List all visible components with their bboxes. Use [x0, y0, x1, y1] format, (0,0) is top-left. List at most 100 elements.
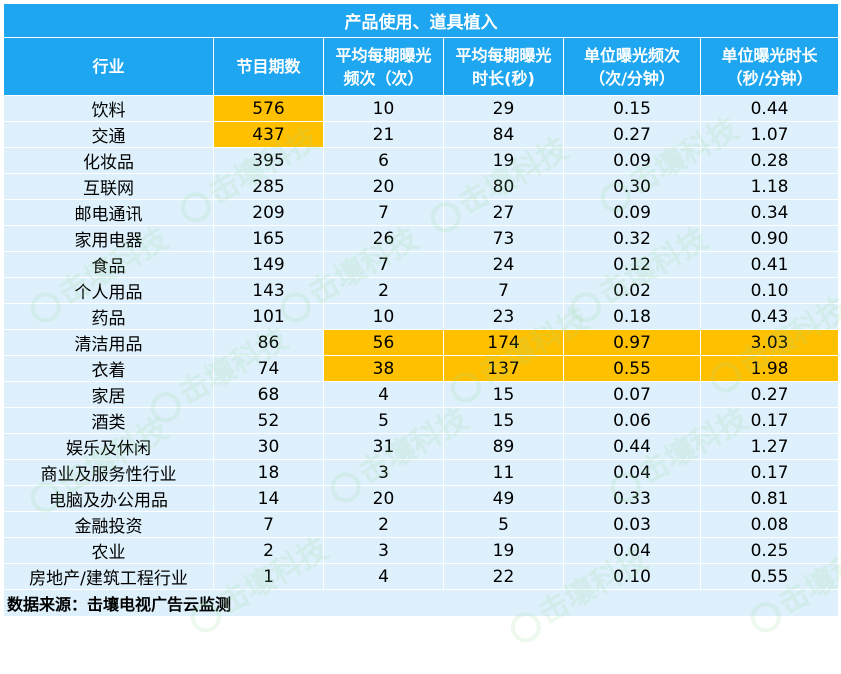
avg-frequency-cell: 38 [323, 355, 444, 382]
episodes-cell: 395 [213, 147, 324, 174]
avg-frequency-cell: 4 [323, 563, 444, 590]
unit-duration-cell: 0.90 [699, 225, 840, 252]
industry-cell: 邮电通讯 [3, 199, 214, 226]
episodes-cell: 86 [213, 329, 324, 356]
table-body: 饮料 576 10 29 0.15 0.44 交通 437 21 84 0.27 1.07 化妆品 395… [3, 95, 840, 590]
col-header-unit-frequency: 单位曝光频次 （次/分钟） [563, 37, 701, 96]
avg-duration-cell: 137 [443, 355, 564, 382]
header-line: 单位曝光频次 [583, 45, 680, 65]
header-line: 单位曝光时长 [721, 45, 818, 65]
episodes-cell: 7 [213, 511, 324, 538]
industry-cell: 商业及服务性行业 [3, 459, 214, 486]
unit-duration-cell: 0.17 [699, 407, 840, 434]
table-row: 药品 101 10 23 0.18 0.43 [3, 303, 840, 330]
avg-duration-cell: 84 [443, 121, 564, 148]
industry-exposure-table: 产品使用、道具植入 行业 节目期数 平均每期曝光 频次（次） 平均每期曝光 时长(秒) 单位… [2, 3, 840, 617]
industry-cell: 食品 [3, 251, 214, 278]
unit-duration-cell: 0.27 [699, 381, 840, 408]
unit-frequency-cell: 0.10 [563, 563, 701, 590]
avg-frequency-cell: 2 [323, 511, 444, 538]
episodes-cell: 149 [213, 251, 324, 278]
unit-duration-cell: 0.43 [699, 303, 840, 330]
industry-cell: 药品 [3, 303, 214, 330]
avg-duration-cell: 27 [443, 199, 564, 226]
avg-frequency-cell: 20 [323, 485, 444, 512]
table-row: 食品 149 7 24 0.12 0.41 [3, 251, 840, 278]
avg-frequency-cell: 7 [323, 199, 444, 226]
episodes-cell: 52 [213, 407, 324, 434]
avg-frequency-cell: 21 [323, 121, 444, 148]
episodes-cell: 209 [213, 199, 324, 226]
episodes-cell: 165 [213, 225, 324, 252]
table-row: 个人用品 143 2 7 0.02 0.10 [3, 277, 840, 304]
avg-frequency-cell: 56 [323, 329, 444, 356]
table-row: 酒类 52 5 15 0.06 0.17 [3, 407, 840, 434]
header-line: 平均每期曝光 [335, 45, 432, 65]
episodes-cell: 18 [213, 459, 324, 486]
unit-duration-cell: 0.08 [699, 511, 840, 538]
table-row: 商业及服务性行业 18 3 11 0.04 0.17 [3, 459, 840, 486]
industry-cell: 娱乐及休闲 [3, 433, 214, 460]
col-header-avg-frequency: 平均每期曝光 频次（次） [323, 37, 444, 96]
avg-duration-cell: 19 [443, 147, 564, 174]
header-line: （次/分钟） [589, 68, 675, 88]
unit-frequency-cell: 0.07 [563, 381, 701, 408]
unit-frequency-cell: 0.18 [563, 303, 701, 330]
episodes-cell: 101 [213, 303, 324, 330]
unit-frequency-cell: 0.09 [563, 199, 701, 226]
avg-duration-cell: 19 [443, 537, 564, 564]
unit-duration-cell: 1.18 [699, 173, 840, 200]
avg-duration-cell: 5 [443, 511, 564, 538]
industry-cell: 交通 [3, 121, 214, 148]
column-header-row: 行业 节目期数 平均每期曝光 频次（次） 平均每期曝光 时长(秒) 单位曝光频次 （次/分钟）… [3, 37, 840, 96]
avg-duration-cell: 89 [443, 433, 564, 460]
industry-cell: 酒类 [3, 407, 214, 434]
avg-frequency-cell: 26 [323, 225, 444, 252]
table-row: 金融投资 7 2 5 0.03 0.08 [3, 511, 840, 538]
avg-frequency-cell: 4 [323, 381, 444, 408]
industry-cell: 家用电器 [3, 225, 214, 252]
avg-duration-cell: 24 [443, 251, 564, 278]
unit-frequency-cell: 0.04 [563, 537, 701, 564]
table-row: 交通 437 21 84 0.27 1.07 [3, 121, 840, 148]
episodes-cell: 576 [213, 95, 324, 122]
header-line: 时长(秒) [472, 68, 535, 88]
industry-cell: 清洁用品 [3, 329, 214, 356]
table-row: 家用电器 165 26 73 0.32 0.90 [3, 225, 840, 252]
unit-frequency-cell: 0.15 [563, 95, 701, 122]
industry-cell: 金融投资 [3, 511, 214, 538]
avg-duration-cell: 7 [443, 277, 564, 304]
avg-duration-cell: 80 [443, 173, 564, 200]
data-table-container: 产品使用、道具植入 行业 节目期数 平均每期曝光 频次（次） 平均每期曝光 时长(秒) 单位… [2, 3, 840, 617]
unit-frequency-cell: 0.02 [563, 277, 701, 304]
episodes-cell: 143 [213, 277, 324, 304]
table-row: 家居 68 4 15 0.07 0.27 [3, 381, 840, 408]
avg-frequency-cell: 10 [323, 303, 444, 330]
unit-duration-cell: 1.27 [699, 433, 840, 460]
unit-duration-cell: 0.41 [699, 251, 840, 278]
avg-duration-cell: 29 [443, 95, 564, 122]
unit-duration-cell: 0.28 [699, 147, 840, 174]
industry-cell: 互联网 [3, 173, 214, 200]
avg-frequency-cell: 20 [323, 173, 444, 200]
avg-duration-cell: 23 [443, 303, 564, 330]
episodes-cell: 74 [213, 355, 324, 382]
industry-cell: 个人用品 [3, 277, 214, 304]
table-row: 化妆品 395 6 19 0.09 0.28 [3, 147, 840, 174]
episodes-cell: 2 [213, 537, 324, 564]
unit-duration-cell: 0.81 [699, 485, 840, 512]
table-row: 互联网 285 20 80 0.30 1.18 [3, 173, 840, 200]
industry-cell: 家居 [3, 381, 214, 408]
table-row: 饮料 576 10 29 0.15 0.44 [3, 95, 840, 122]
episodes-cell: 14 [213, 485, 324, 512]
unit-frequency-cell: 0.33 [563, 485, 701, 512]
unit-duration-cell: 1.98 [699, 355, 840, 382]
episodes-cell: 68 [213, 381, 324, 408]
table-row: 邮电通讯 209 7 27 0.09 0.34 [3, 199, 840, 226]
avg-frequency-cell: 5 [323, 407, 444, 434]
industry-cell: 饮料 [3, 95, 214, 122]
unit-duration-cell: 0.55 [699, 563, 840, 590]
industry-cell: 电脑及办公用品 [3, 485, 214, 512]
unit-frequency-cell: 0.44 [563, 433, 701, 460]
industry-cell: 衣着 [3, 355, 214, 382]
